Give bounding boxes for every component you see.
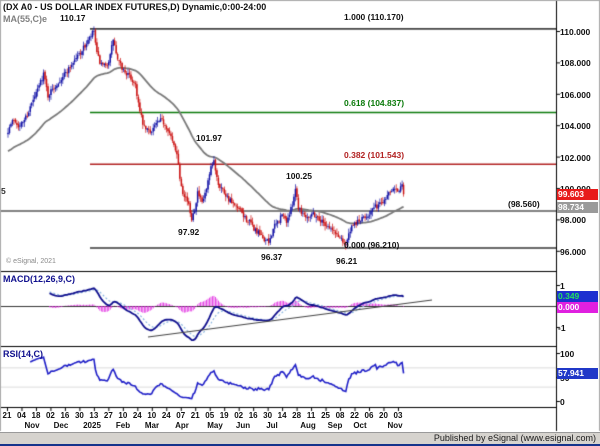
- x-axis-day-label: 27: [103, 411, 113, 420]
- x-axis-day-label: 05: [205, 411, 215, 420]
- macd-hist-value-badge: 0.000: [557, 302, 598, 313]
- x-axis-day-label: 19: [219, 411, 229, 420]
- price-annotation: 96.37: [261, 252, 283, 262]
- x-axis-day-label: 03: [393, 411, 403, 420]
- x-axis-day-label: 10: [147, 411, 157, 420]
- x-axis-day-label: 10: [118, 411, 128, 420]
- macd-value-badge: 0.349: [557, 291, 598, 302]
- x-axis-day-label: 16: [60, 411, 70, 420]
- x-axis-day-label: 21: [190, 411, 200, 420]
- macd-axis-label: 1: [560, 281, 565, 291]
- x-axis-month-label: Nov: [24, 421, 40, 430]
- x-axis-month-label: Oct: [353, 421, 367, 430]
- ma-value-badge: 98.734: [557, 202, 598, 213]
- y-axis-price-label: 98.000: [560, 215, 586, 225]
- x-axis-day-label: 22: [350, 411, 359, 420]
- x-axis-day-label: 04: [17, 411, 26, 420]
- published-by-footer: Published by eSignal (www.esignal.com): [0, 432, 600, 446]
- price-annotation: 100.25: [286, 171, 312, 181]
- price-annotation: 101.97: [196, 133, 222, 143]
- left-partial-price-label: 5: [1, 186, 6, 196]
- x-axis-day-label: 16: [248, 411, 258, 420]
- rsi-value-badge: 57.941: [557, 368, 598, 379]
- x-axis-month-label: Mar: [144, 421, 160, 430]
- y-axis-price-label: 104.000: [560, 121, 591, 131]
- fib-level-label: 0.000 (96.210): [344, 240, 400, 250]
- x-axis-day-label: 21: [2, 411, 12, 420]
- price-annotation: 96.21: [336, 256, 358, 266]
- y-axis-price-label: 110.000: [560, 27, 591, 37]
- x-axis-month-label: Apr: [175, 421, 189, 430]
- x-axis-day-label: 28: [292, 411, 302, 420]
- price-annotation: 97.92: [178, 227, 200, 237]
- y-axis-price-label: 106.000: [560, 90, 591, 100]
- fib-level-label: 1.000 (110.170): [344, 12, 404, 22]
- rsi-axis-label: 0: [560, 397, 565, 407]
- x-axis-day-label: 07: [176, 411, 186, 420]
- ma-indicator-label: MA(55,C)e: [3, 14, 48, 24]
- x-axis-day-label: 08: [335, 411, 345, 420]
- x-axis-day-label: 30: [74, 411, 84, 420]
- last-price-badge: 99.603: [557, 189, 598, 200]
- x-axis-month-label: Nov: [387, 421, 403, 430]
- y-axis-price-label: 108.000: [560, 58, 591, 68]
- y-axis-price-label: 102.000: [560, 153, 591, 163]
- x-axis-day-label: 20: [379, 411, 388, 420]
- price-annotation: 110.17: [60, 13, 86, 23]
- x-axis-day-label: 25: [321, 411, 330, 420]
- x-axis-day-label: 13: [89, 411, 99, 420]
- x-axis-day-label: 02: [45, 411, 55, 420]
- x-axis-month-label: Jul: [266, 421, 278, 430]
- price-annotation: (98.560): [508, 199, 540, 209]
- y-axis-price-label: 96.000: [560, 247, 586, 257]
- rsi-axis-label: 100: [560, 349, 575, 359]
- x-axis-month-label: Sep: [327, 421, 343, 430]
- fib-level-label: 0.382 (101.543): [344, 150, 405, 160]
- x-axis-day-label: 11: [306, 411, 316, 420]
- x-axis-day-label: 30: [263, 411, 273, 420]
- x-axis-day-label: 02: [234, 411, 244, 420]
- x-axis-day-label: 24: [161, 411, 171, 420]
- x-axis-month-label: Aug: [300, 421, 316, 430]
- x-axis-month-label: Feb: [115, 421, 131, 430]
- x-axis-day-label: 24: [132, 411, 142, 420]
- copyright-label: © eSignal, 2021: [6, 258, 56, 265]
- x-axis-month-label: Dec: [53, 421, 69, 430]
- x-axis-day-label: 18: [31, 411, 41, 420]
- macd-axis-label: -1: [558, 323, 566, 333]
- x-axis-day-label: 06: [364, 411, 374, 420]
- x-axis-day-label: 14: [277, 411, 287, 420]
- chart-title: (DX A0 - US DOLLAR INDEX FUTURES,D) Dyna…: [3, 2, 267, 12]
- x-axis-month-label: 2025: [83, 421, 101, 430]
- x-axis-month-label: Jun: [235, 421, 251, 430]
- rsi-indicator-label: RSI(14,C): [3, 349, 44, 359]
- x-axis-month-label: May: [207, 421, 223, 430]
- macd-indicator-label: MACD(12,26,9,C): [3, 274, 76, 284]
- fib-level-label: 0.618 (104.837): [344, 98, 405, 108]
